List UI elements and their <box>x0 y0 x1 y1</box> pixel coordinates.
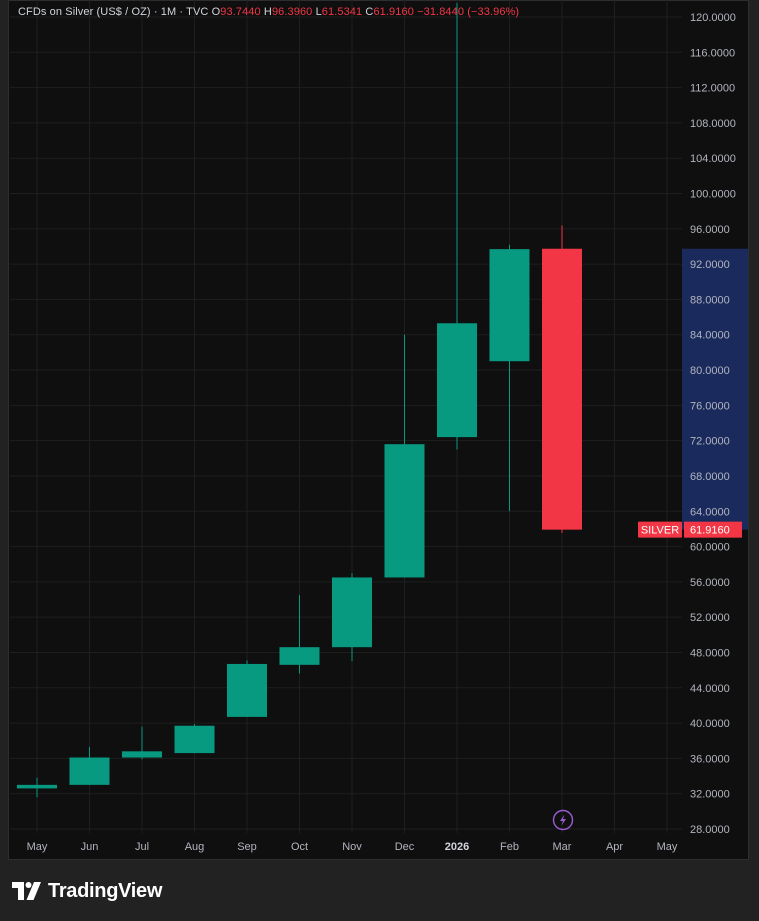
candles[interactable] <box>17 2 582 798</box>
x-tick-label: Jul <box>135 841 149 853</box>
candle-body <box>279 647 320 665</box>
y-tick-label: 28.0000 <box>690 824 730 836</box>
candle-mar[interactable] <box>542 225 582 534</box>
tradingview-logo-text: TradingView <box>48 879 163 902</box>
interval-label[interactable]: 1M <box>160 6 177 18</box>
tradingview-logo[interactable]: TradingView <box>12 878 162 904</box>
candle-nov[interactable] <box>332 573 372 662</box>
candle-aug[interactable] <box>174 723 215 754</box>
price-tag-value: 61.9160 <box>690 525 730 537</box>
y-tick-label: 80.0000 <box>690 365 730 377</box>
x-tick-label: 2026 <box>445 841 469 853</box>
x-tick-label: Jun <box>81 841 99 853</box>
high-label: H <box>263 6 272 18</box>
symbol-name[interactable]: CFDs on Silver (US$ / OZ) <box>18 6 151 18</box>
price-tag-ticker-bg <box>638 521 682 538</box>
y-tick-label: 36.0000 <box>690 753 730 765</box>
y-tick-label: 32.0000 <box>690 789 730 801</box>
price-tag: SILVER 61.9160 <box>638 521 742 538</box>
y-tick-label: 48.0000 <box>690 647 730 659</box>
candlestick-chart[interactable]: 28.0000 32.0000 36.0000 40.0000 44.0000 48.00… <box>0 0 759 860</box>
chart-panel[interactable] <box>8 0 749 860</box>
candle-body <box>227 663 267 717</box>
y-tick-label: 96.0000 <box>690 224 730 236</box>
y-tick-label: 108.0000 <box>690 118 736 130</box>
tradingview-logo-icon <box>12 882 41 900</box>
y-tick-label: 40.0000 <box>690 718 730 730</box>
close-label: C <box>365 6 374 18</box>
price-tag-ticker: SILVER <box>641 525 679 537</box>
candle-body <box>489 249 530 362</box>
x-tick-label: Aug <box>185 841 205 853</box>
x-tick-label: Dec <box>395 841 415 853</box>
high-value: 96.3960 <box>271 6 313 18</box>
close-value: 61.9160 <box>373 6 414 18</box>
candle-feb[interactable] <box>489 244 530 512</box>
y-tick-label: 100.0000 <box>690 189 736 201</box>
low-label: L <box>315 6 322 18</box>
open-value: 93.7440 <box>220 6 261 18</box>
y-tick-label: 60.0000 <box>690 542 730 554</box>
y-tick-label: 88.0000 <box>690 294 730 306</box>
candle-body <box>437 323 477 438</box>
candle-may[interactable] <box>17 777 57 798</box>
price-highlight-band <box>682 248 748 530</box>
y-axis[interactable]: 28.0000 32.0000 36.0000 40.0000 44.0000 48.00… <box>690 12 736 836</box>
y-tick-label: 44.0000 <box>690 683 730 695</box>
price-tag-value-bg <box>684 521 742 538</box>
candle-2026[interactable] <box>437 2 477 450</box>
x-tick-label: Apr <box>606 841 623 853</box>
y-tick-label: 120.0000 <box>690 12 736 24</box>
low-value: 61.5341 <box>321 6 363 18</box>
y-tick-label: 56.0000 <box>690 577 730 589</box>
candle-body <box>542 248 582 530</box>
x-tick-label: May <box>657 841 678 853</box>
x-tick-label: May <box>27 841 48 853</box>
y-tick-label: 72.0000 <box>690 436 730 448</box>
y-tick-label: 68.0000 <box>690 471 730 483</box>
legend-separator: · <box>179 6 184 18</box>
candle-jul[interactable] <box>122 726 162 760</box>
x-tick-label: Mar <box>553 841 572 853</box>
x-tick-label: Sep <box>237 841 257 853</box>
candle-oct[interactable] <box>279 595 320 674</box>
y-tick-label: 104.0000 <box>690 153 736 165</box>
candle-jun[interactable] <box>69 746 110 785</box>
lightning-icon[interactable] <box>552 809 574 831</box>
candle-body <box>384 444 425 578</box>
x-axis[interactable]: May Jun Jul Aug Sep Oct Nov Dec 2026 Feb Mar Apr May <box>27 841 678 853</box>
y-tick-label: 112.0000 <box>690 83 735 95</box>
candle-body <box>174 725 215 754</box>
candle-body <box>17 784 57 789</box>
candle-body <box>332 577 372 648</box>
y-tick-label: 116.0000 <box>690 47 735 59</box>
candle-body <box>122 751 162 758</box>
x-tick-label: Feb <box>500 841 519 853</box>
x-tick-label: Nov <box>342 841 362 853</box>
change-value: −31.8440 (−33.96%) <box>417 6 520 18</box>
y-tick-label: 76.0000 <box>690 400 730 412</box>
candle-sep[interactable] <box>227 660 267 717</box>
symbol-legend[interactable]: CFDs on Silver (US$ / OZ) · 1M · TVC O93… <box>18 6 519 18</box>
source-label: TVC <box>186 6 209 18</box>
legend-separator: · <box>153 6 158 18</box>
x-tick-label: Oct <box>291 841 308 853</box>
y-tick-label: 64.0000 <box>690 506 730 518</box>
open-label: O <box>211 6 221 18</box>
y-tick-label: 52.0000 <box>690 612 730 624</box>
y-tick-label: 92.0000 <box>690 259 730 271</box>
candle-dec[interactable] <box>384 334 425 578</box>
candle-body <box>69 757 110 785</box>
y-tick-label: 84.0000 <box>690 330 730 342</box>
